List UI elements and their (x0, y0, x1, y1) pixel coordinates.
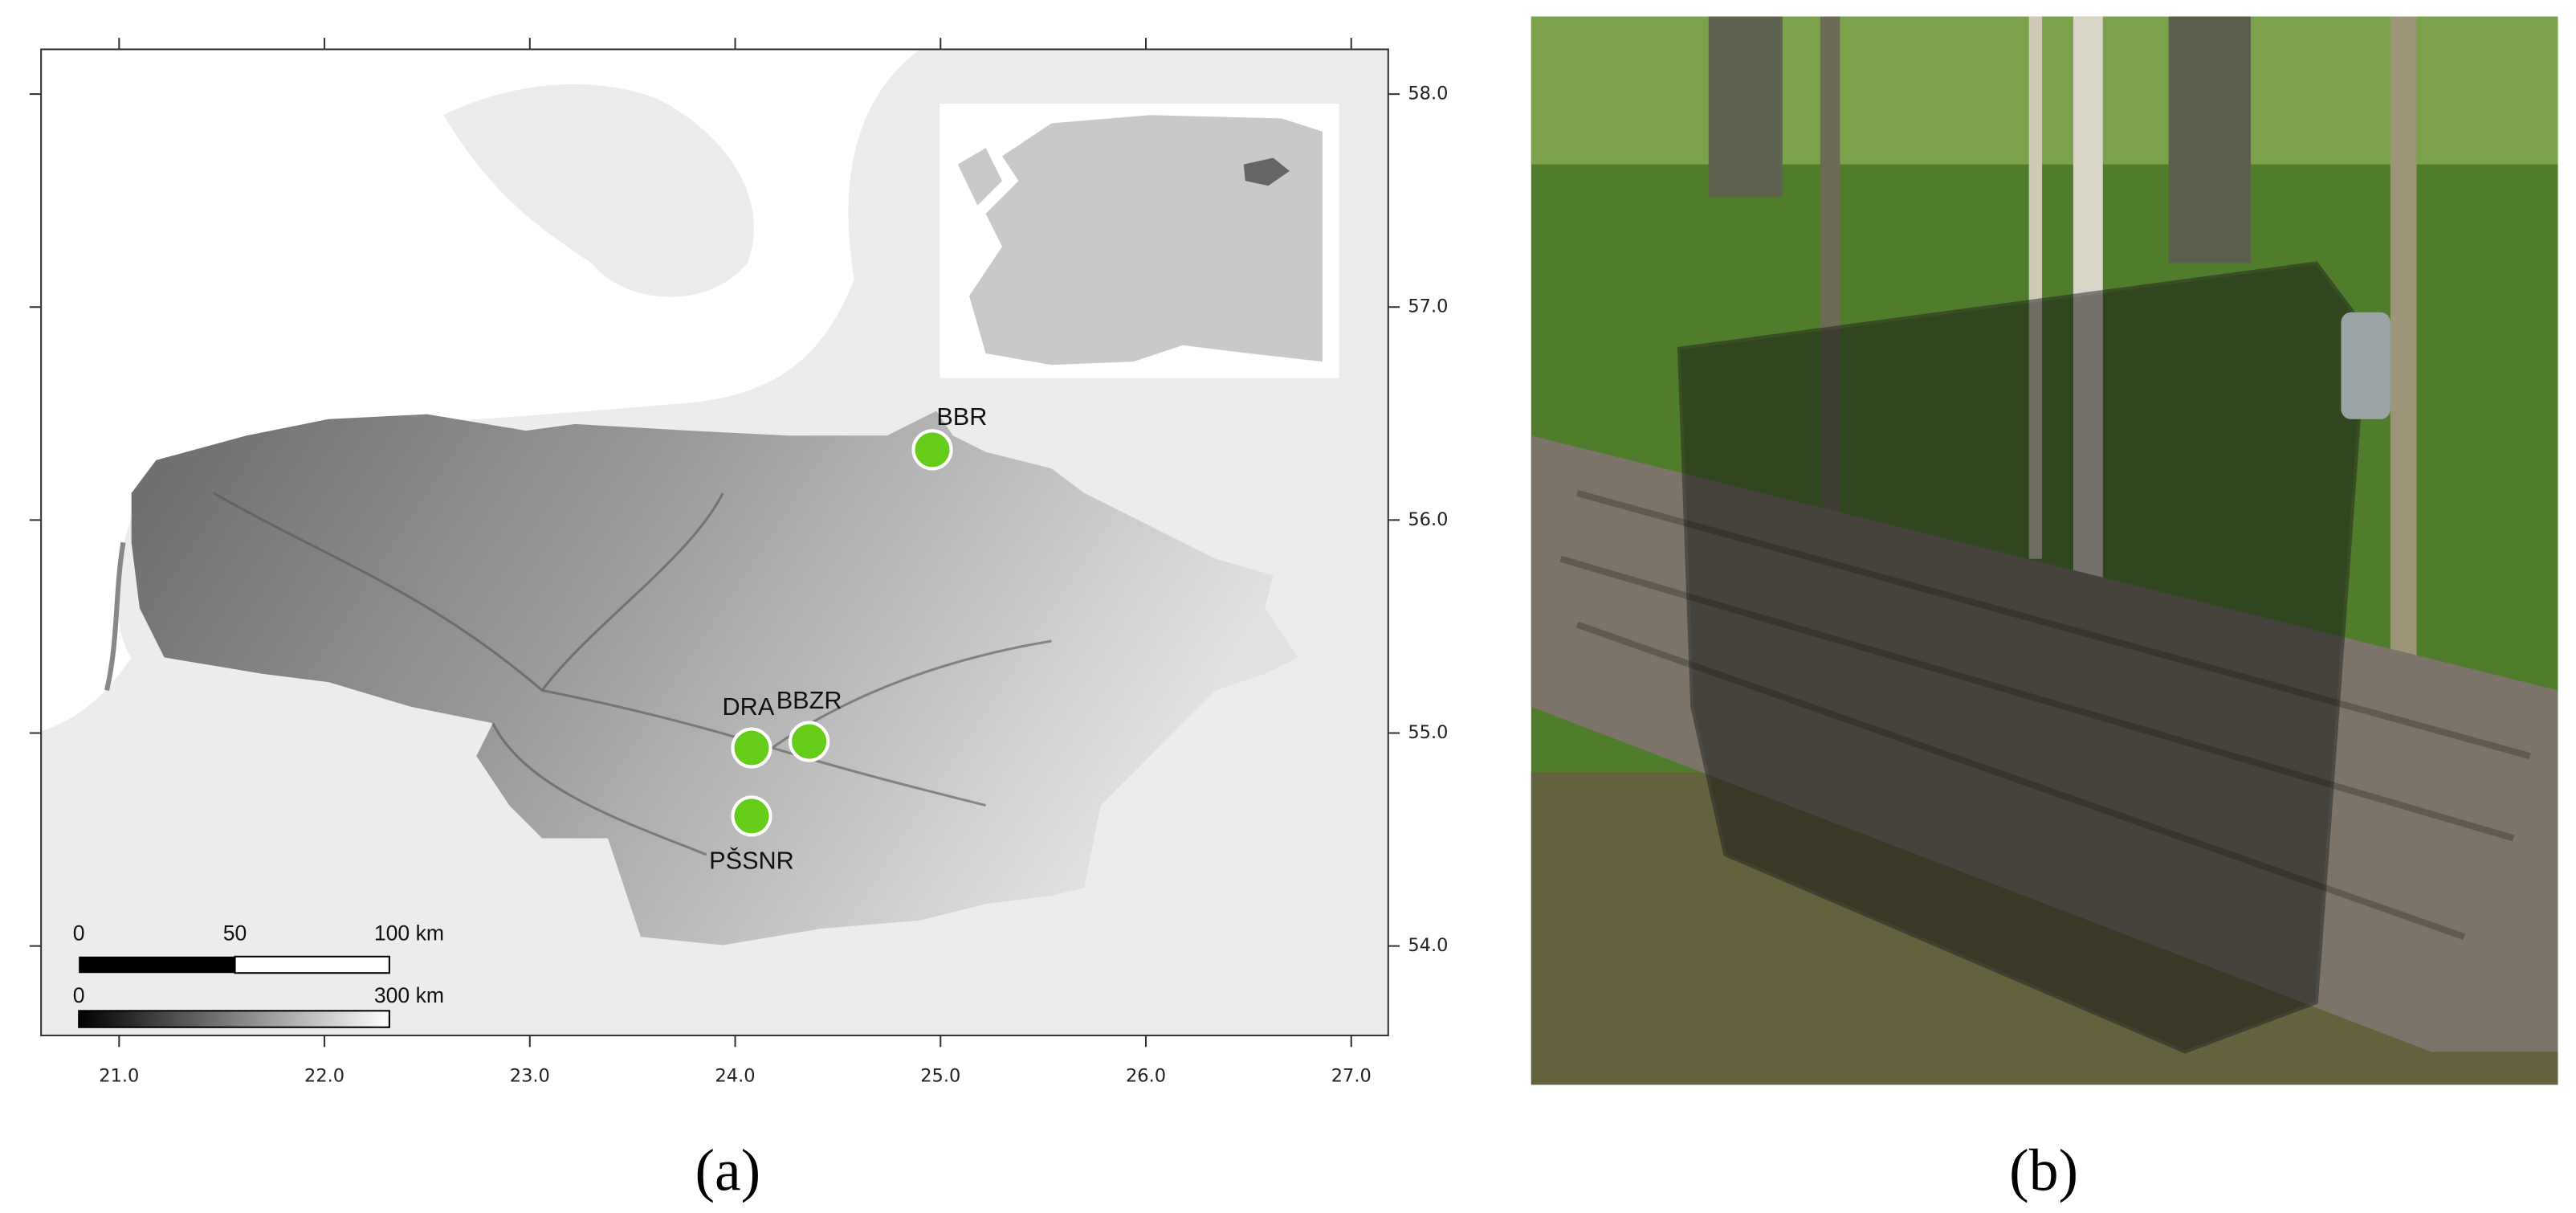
panel-label: (a) (695, 1137, 760, 1203)
tree-trunk (2168, 16, 2251, 263)
site-label: DRA (723, 692, 775, 721)
scale-bar-label: 300 km (374, 983, 444, 1007)
photo-panel (1531, 16, 2558, 1085)
x-tick-label: 22.0 (304, 1066, 344, 1087)
canopy (1531, 16, 2558, 165)
inset-lithuania (1243, 157, 1290, 186)
x-tick-label: 24.0 (715, 1066, 755, 1087)
inset-europe (969, 115, 1323, 366)
scale-bar-label: 0 (73, 983, 85, 1007)
scale-bar (78, 955, 390, 1028)
x-tick-label: 25.0 (920, 1066, 960, 1087)
site-label: PŠSNR (709, 846, 794, 874)
site-marker (731, 727, 772, 769)
x-tick-label: 27.0 (1331, 1066, 1372, 1087)
elevation-ramp (78, 1010, 390, 1028)
scale-bar-dark (79, 956, 235, 974)
site-label: BBR (936, 402, 987, 431)
site-marker (789, 721, 830, 762)
tree-trunk (2390, 16, 2417, 707)
x-tick-label: 21.0 (99, 1066, 139, 1087)
y-tick-label: 54.0 (1408, 935, 1448, 956)
inset-britain (957, 148, 1003, 206)
y-tick-label: 56.0 (1408, 509, 1448, 530)
rivers (213, 492, 1052, 856)
lithuania-relief (131, 410, 1298, 945)
curonian-spit (104, 541, 126, 692)
scale-bar-label: 50 (223, 921, 247, 945)
scale-bar-label: 0 (73, 921, 85, 945)
scale-bar-label: 100 km (374, 921, 444, 945)
map-panel (40, 48, 1389, 1037)
y-tick-label: 55.0 (1408, 722, 1448, 743)
panel-label: (b) (2009, 1137, 2078, 1203)
scale-bar-light (234, 955, 390, 974)
gulf-coast (443, 84, 754, 297)
map-frame (40, 48, 1389, 1037)
y-tick-label: 57.0 (1408, 296, 1448, 317)
y-tick-label: 58.0 (1408, 84, 1448, 104)
site-label: BBZR (776, 686, 842, 714)
insect-net-cage (1677, 261, 2368, 1054)
site-marker (731, 795, 772, 837)
x-tick-label: 26.0 (1126, 1066, 1166, 1087)
x-tick-label: 23.0 (510, 1066, 550, 1087)
site-marker (911, 429, 953, 471)
data-logger (2341, 312, 2391, 419)
tree-trunk (1708, 16, 1783, 198)
